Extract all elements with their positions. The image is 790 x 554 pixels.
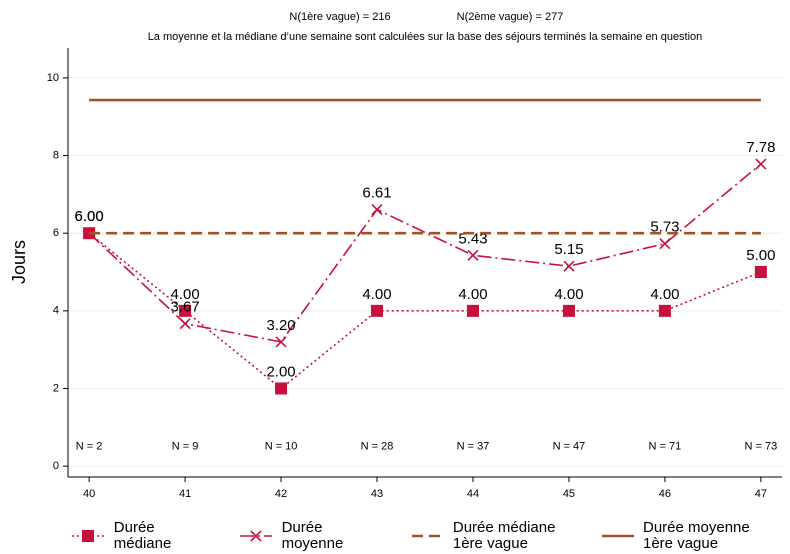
data-label: 5.00 [746, 247, 775, 264]
marker [754, 266, 767, 279]
legend-item: Durée médiane 1ère vague [410, 520, 578, 552]
marker [658, 304, 671, 317]
marker [179, 318, 191, 330]
legend-swatch [239, 530, 272, 542]
legend-label: Durée médiane [113, 519, 172, 552]
annotation: N = 37 [457, 441, 490, 453]
y-tick-label: 2 [53, 382, 59, 394]
y-axis-label: Jours [9, 240, 29, 284]
x-tick-label: 47 [755, 488, 767, 500]
data-label: 4.00 [650, 286, 679, 303]
legend-swatch [411, 534, 444, 538]
data-label: 4.00 [170, 286, 199, 303]
marker [275, 382, 288, 395]
marker [659, 238, 671, 250]
y-tick-label: 8 [53, 149, 59, 161]
subtitle: N(2ème vague) = 277 [457, 11, 564, 23]
data-label: 3.20 [266, 317, 295, 334]
x-tick-label: 44 [467, 488, 479, 500]
marker [755, 158, 767, 170]
x-tick-label: 46 [659, 488, 671, 500]
data-label: 6.00 [75, 208, 104, 225]
legend-swatch [601, 534, 634, 538]
legend-marker [250, 530, 262, 542]
y-tick-label: 6 [53, 227, 59, 239]
data-label: 4.00 [458, 286, 487, 303]
legend-marker [82, 530, 94, 542]
legend-item: Durée moyenne [238, 520, 388, 552]
note: La moyenne et la médiane d’une semaine s… [148, 31, 703, 43]
data-label: 5.43 [458, 230, 487, 247]
data-label: 6.61 [362, 184, 391, 201]
marker [275, 336, 287, 348]
data-label: 5.15 [554, 241, 583, 258]
y-tick-label: 0 [53, 460, 59, 472]
data-label: 5.73 [650, 219, 679, 236]
marker [371, 304, 384, 317]
x-tick-label: 43 [371, 488, 383, 500]
marker [562, 304, 575, 317]
subtitle: N(1ère vague) = 216 [289, 11, 390, 23]
annotation: N = 9 [172, 441, 199, 453]
data-label: 3.67 [170, 299, 199, 316]
marker [371, 203, 383, 216]
annotation: N = 10 [265, 441, 298, 453]
legend-label: Durée moyenne 1ère vague [643, 519, 750, 552]
annotation: N = 2 [76, 441, 103, 453]
legend-label: Durée moyenne [281, 519, 344, 552]
y-tick-label: 4 [53, 305, 59, 317]
data-label: 4.00 [362, 286, 391, 303]
marker [467, 249, 479, 261]
chart: N(1ère vague) = 216 N(2ème vague) = 277 … [9, 11, 782, 500]
legend-label: Durée médiane 1ère vague [452, 519, 556, 552]
annotation: N = 28 [361, 441, 394, 453]
data-label: 7.78 [746, 139, 775, 156]
x-tick-label: 40 [83, 488, 95, 500]
y-tick-label: 10 [47, 72, 59, 84]
data-label: 4.00 [554, 286, 583, 303]
marker [466, 304, 479, 317]
plot-area [68, 48, 782, 477]
annotation: N = 47 [553, 441, 586, 453]
data-label: 6.00 [75, 208, 104, 225]
x-tick-label: 42 [275, 488, 287, 500]
annotation: N = 71 [649, 441, 682, 453]
legend: Durée médiane Durée moyenne Durée médiane … [70, 518, 790, 554]
marker [179, 304, 192, 317]
legend-item: Durée médiane [70, 520, 216, 552]
x-tick-label: 41 [179, 488, 191, 500]
legend-item: Durée moyenne 1ère vague [600, 520, 768, 552]
series-line [88, 163, 762, 343]
data-label: 2.00 [266, 363, 295, 380]
legend-swatch [72, 530, 104, 542]
x-tick-label: 45 [563, 488, 575, 500]
marker [563, 260, 575, 272]
annotation: N = 73 [745, 441, 778, 453]
